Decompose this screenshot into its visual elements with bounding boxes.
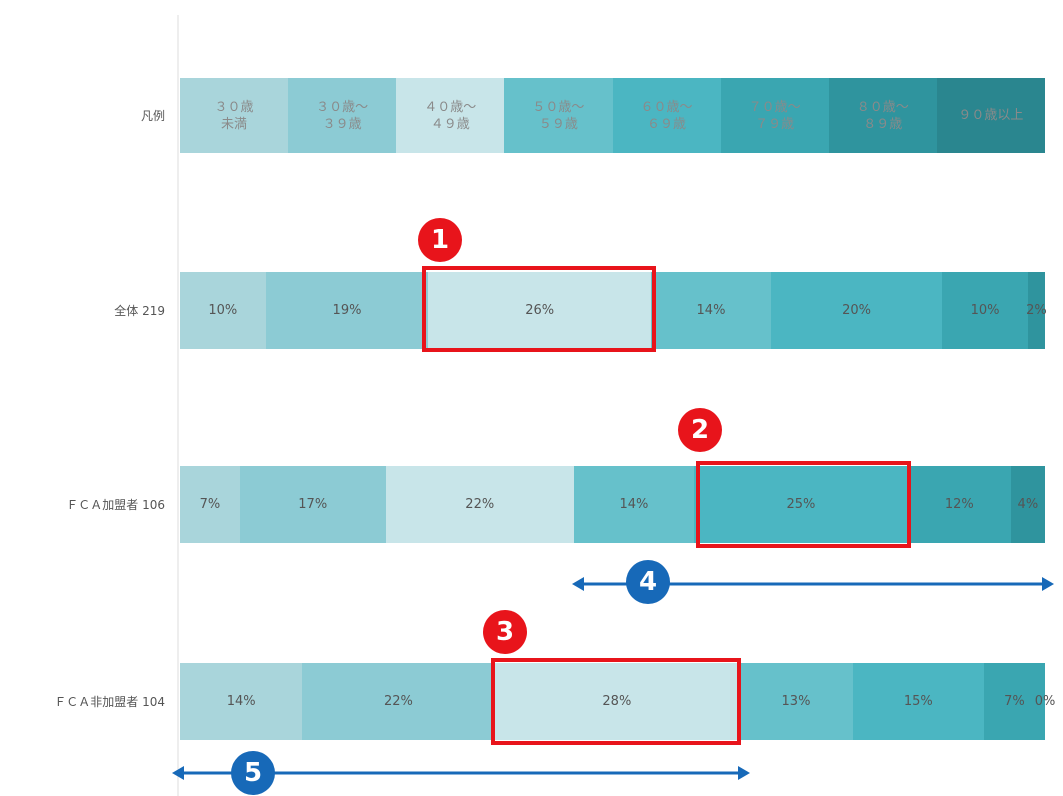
legend-item: ３０歳 未満 [180,78,289,153]
bar [494,663,740,740]
badge: 4 [626,560,670,604]
badge: 1 [418,218,462,262]
bar [651,272,771,349]
highlight-box [491,658,741,745]
data-label: 13% [781,694,811,709]
data-label: 19% [332,303,362,318]
data-label: 14% [619,497,649,512]
data-label: 15% [903,694,933,709]
legend-item: ３０歳～ ３９歳 [288,78,397,153]
data-label: 20% [842,303,872,318]
data-label: 22% [465,497,495,512]
highlight-box [696,461,911,548]
badge: 2 [678,408,722,452]
legend-item: ７０歳～ ７９歳 [720,78,829,153]
legend-item: ８０歳～ ８９歳 [828,78,937,153]
bar [1010,466,1045,543]
bar [428,272,652,349]
bar [302,663,495,740]
legend-item: ５０歳～ ５９歳 [504,78,613,153]
data-label: 7% [1004,694,1025,709]
badge: 3 [483,610,527,654]
bar [265,272,429,349]
bar [180,663,303,740]
bar [770,272,943,349]
data-label: 26% [525,303,555,318]
bar [942,272,1028,349]
data-label: 28% [602,694,632,709]
bar [573,466,694,543]
y-tick-label: ＦＣＡ非加盟者 104 [54,695,165,709]
badge: 5 [231,751,275,795]
bar [693,466,908,543]
y-tick-label: 全体 219 [114,304,165,318]
bar [1027,272,1045,349]
legend-item: ６０歳～ ６９歳 [612,78,721,153]
data-label: 14% [696,303,726,318]
bar [239,466,386,543]
data-label: 4% [1017,497,1039,512]
bar [739,663,853,740]
legend-title: 凡例 [140,109,165,123]
data-label: 14% [226,694,256,709]
data-label: 22% [383,694,413,709]
bar [907,466,1011,543]
legend-item: ９０歳以上 [936,78,1045,153]
bar [852,663,984,740]
bar [983,663,1045,740]
legend-item: ４０歳～ ４９歳 [396,78,505,153]
data-label: 17% [298,497,328,512]
data-label: 10% [208,303,238,318]
bar [180,272,266,349]
data-label: 0% [1034,694,1056,709]
y-tick-label: ＦＣＡ加盟者 106 [66,498,165,512]
data-label: 25% [786,497,816,512]
data-label: 12% [944,497,974,512]
highlight-box [422,266,656,352]
data-label: 7% [199,497,221,512]
data-label: 10% [970,303,1000,318]
bar [385,466,574,543]
data-label: 2% [1026,303,1047,318]
bar [180,466,240,543]
